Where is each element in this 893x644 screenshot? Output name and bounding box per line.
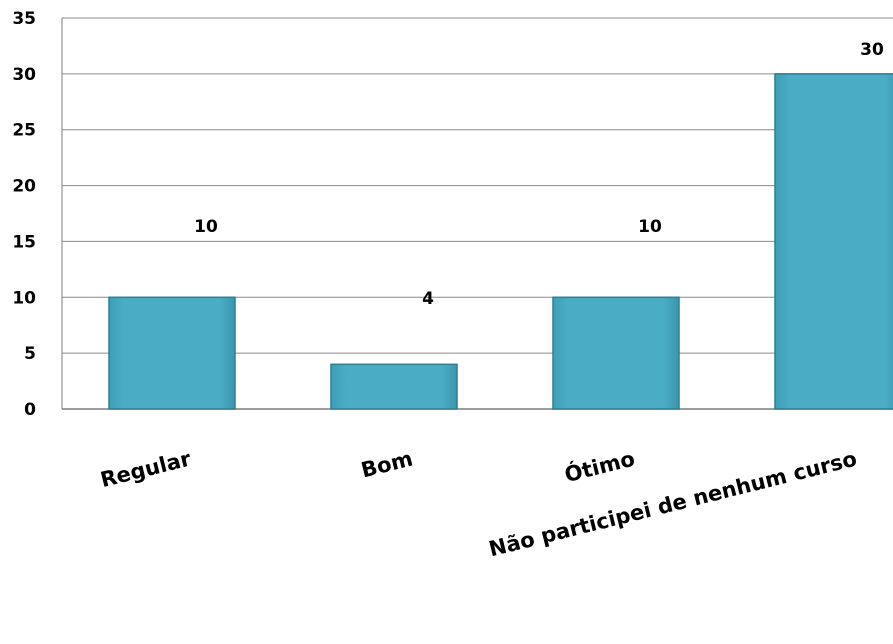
data-label-3: 30 bbox=[860, 40, 884, 60]
x-category-label-2: Ótimo bbox=[562, 446, 637, 488]
x-category-label-3: Não participei de nenhum curso bbox=[486, 447, 859, 562]
y-tick-label-20: 20 bbox=[12, 177, 36, 197]
bar-0 bbox=[108, 296, 236, 410]
y-tick-label-30: 30 bbox=[12, 65, 36, 85]
data-label-2: 10 bbox=[638, 217, 662, 237]
y-tick-label-35: 35 bbox=[12, 9, 36, 29]
y-tick-label-0: 0 bbox=[24, 400, 36, 420]
data-labels: 10 4 10 30 bbox=[194, 40, 884, 309]
y-tick-label-10: 10 bbox=[12, 288, 36, 308]
bar-3 bbox=[774, 73, 893, 410]
y-axis-tick-labels: 0 5 10 15 20 25 30 35 bbox=[12, 9, 36, 420]
bars bbox=[108, 73, 893, 410]
x-category-label-0: Regular bbox=[98, 446, 194, 492]
bar-1 bbox=[330, 363, 458, 410]
y-tick-label-25: 25 bbox=[12, 121, 36, 141]
y-tick-label-15: 15 bbox=[12, 232, 36, 252]
bar-2 bbox=[552, 296, 680, 410]
x-category-label-1: Bom bbox=[359, 447, 416, 483]
data-label-1: 4 bbox=[422, 289, 434, 309]
y-tick-label-5: 5 bbox=[24, 344, 36, 364]
data-label-0: 10 bbox=[194, 217, 218, 237]
